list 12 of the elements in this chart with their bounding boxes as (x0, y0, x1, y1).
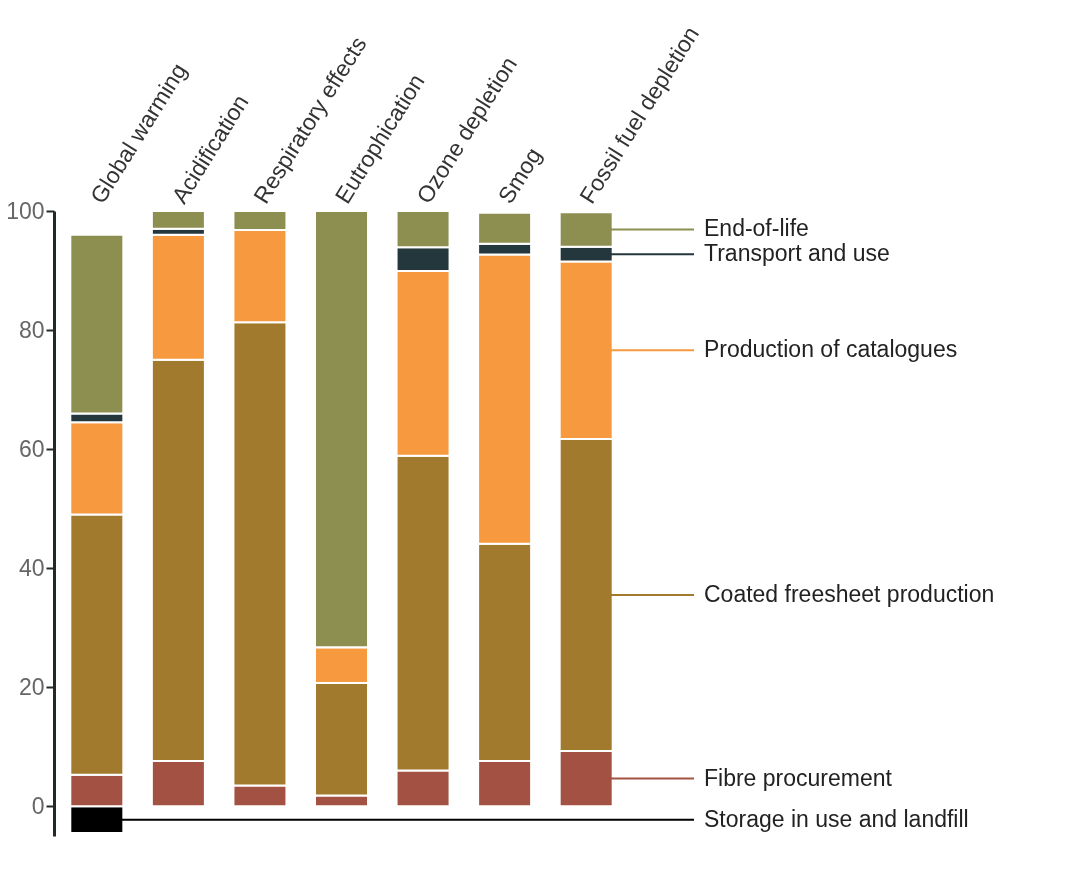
y-tick-label: 60 (18, 435, 45, 462)
legend-label: Production of catalogues (704, 336, 958, 363)
y-tick-label: 80 (18, 316, 45, 343)
text: Storage in use and landfill (704, 805, 969, 832)
y-tick-label: 20 (18, 673, 45, 700)
y-tick-label: 0 (31, 792, 45, 819)
legend-label: Fibre procurement (704, 764, 893, 791)
legend-label: Transport and use (704, 240, 890, 267)
y-tick-label: 40 (18, 554, 45, 581)
legend-label: End-of-life (704, 215, 809, 242)
legend-label: Coated freesheet production (704, 580, 995, 607)
y-tick-label: 100 (6, 197, 45, 224)
